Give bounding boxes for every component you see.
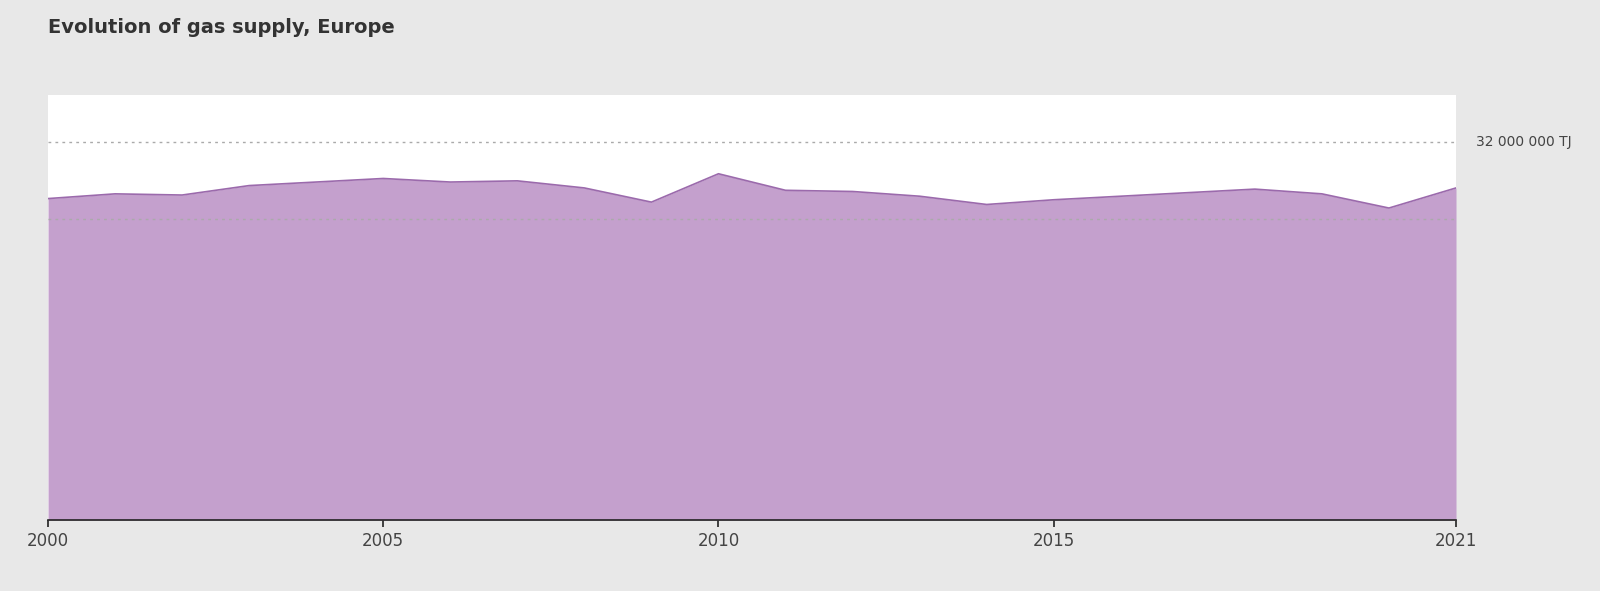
Text: Evolution of gas supply, Europe: Evolution of gas supply, Europe bbox=[48, 18, 395, 37]
Text: 32 000 000 TJ: 32 000 000 TJ bbox=[1477, 135, 1571, 149]
